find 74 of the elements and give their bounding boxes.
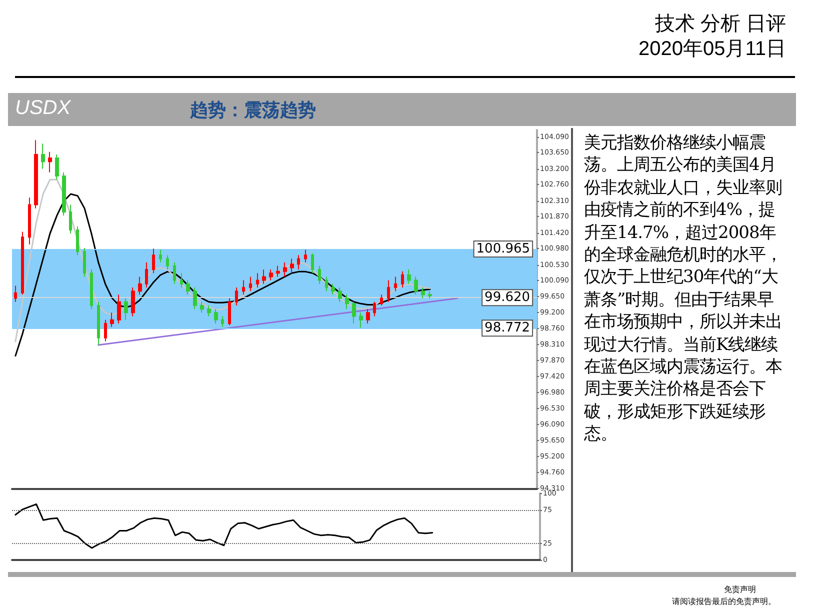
candlestick [290,258,294,274]
candlestick [145,262,148,288]
candlestick [276,265,280,278]
candlestick [21,231,24,296]
candlestick [235,286,238,306]
candlestick [159,249,162,263]
candlestick [90,269,93,310]
candlestick [352,301,356,324]
candlestick [131,286,135,317]
candlestick [180,272,183,288]
candlestick [76,226,79,256]
candlestick [345,294,349,310]
candlestick [338,286,342,302]
candlestick [117,294,121,324]
candlestick [104,319,107,342]
candlestick [124,298,128,320]
candlestick [14,285,17,302]
candlestick [69,204,72,234]
candlestick [407,269,411,284]
candlestick [366,308,370,324]
candlestick [221,316,224,328]
candlestick [297,254,300,270]
text: 技术 分析 日评 [654,12,786,37]
ref-line-label: 98.772 [484,320,530,336]
candlestick [48,151,52,173]
line-series [14,193,431,357]
candlestick [256,272,259,288]
candlestick [318,265,321,284]
candlestick [414,276,418,296]
candlestick [242,280,245,296]
candlestick [311,252,314,274]
text: 免责声明 [723,584,757,596]
candlestick [41,143,45,170]
candlestick [325,276,328,292]
candlestick [138,276,142,296]
text: 美元指数价格继续小幅震荡。上周五公布的美国4月份非农就业人口，失业率则由疫情之前的不到4%，提升至14.7%，超过2008年的全球金融危机时的水平，仅次于上世纪30年代的“大萧条”时期。但由于结果早在市场预期中，所以并未出现过大行情。当前K线继续在蓝色区域内震荡运行。本周主要关注价格是否会下破，形成矩形下跌延续形态。 [584,133,782,444]
chart-title: USDX [15,97,71,120]
line-series [14,503,434,549]
candlestick [394,276,397,292]
chart-subtitle: 趋势：震荡趋势 [190,99,316,122]
candlestick [421,286,425,299]
candlestick [269,269,273,281]
candlestick [83,247,86,278]
candlestick [55,154,59,180]
candlestick [331,283,335,296]
candlestick [207,304,211,317]
candlestick [262,269,266,284]
text: 请阅读报告最后的免责声明。 [672,596,776,608]
candlestick [62,172,66,216]
ref-line-label: 99.620 [484,290,530,306]
candlestick [34,140,38,209]
candlestick [28,197,31,245]
candlestick [186,280,190,296]
candlestick [228,298,231,326]
candlestick [97,301,100,346]
candlestick [214,308,218,324]
candlestick [173,262,176,284]
candlestick [387,280,390,302]
candlestick [193,286,197,310]
candlestick [304,249,307,263]
candlestick [380,294,383,306]
candlestick [373,301,376,317]
ref-line-label: 100.965 [476,242,530,257]
candlestick [428,290,432,299]
candlestick [401,270,404,288]
candlestick [152,248,155,274]
candlestick [166,254,169,270]
candlestick [359,312,363,328]
text: 2020年05月11日 [638,37,786,62]
candlestick [249,276,252,292]
candlestick [283,262,287,278]
line-series [14,178,431,342]
candlestick [110,312,114,328]
candlestick [200,301,204,314]
